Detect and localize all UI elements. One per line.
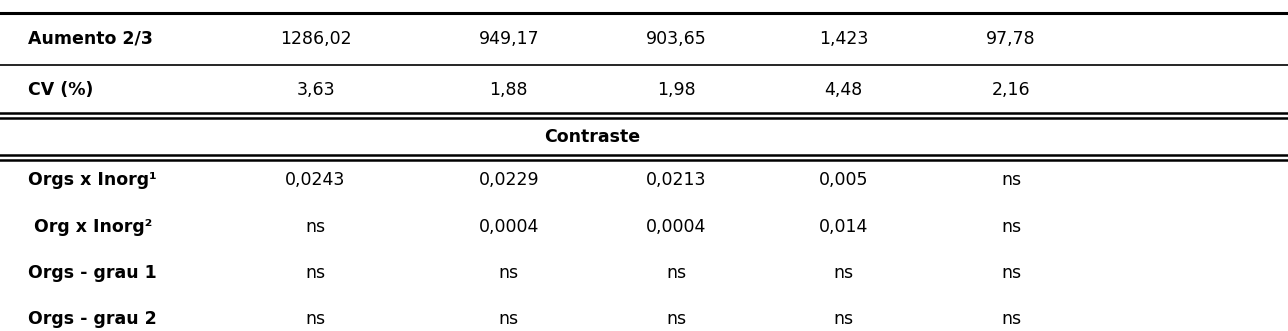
Text: ns: ns [1001, 218, 1021, 236]
Text: 0,0004: 0,0004 [647, 218, 706, 236]
Text: 0,0213: 0,0213 [647, 171, 706, 189]
Text: Orgs x Inorg¹: Orgs x Inorg¹ [28, 171, 157, 189]
Text: ns: ns [666, 310, 687, 328]
Text: ns: ns [305, 264, 326, 282]
Text: ns: ns [498, 310, 519, 328]
Text: 0,014: 0,014 [819, 218, 868, 236]
Text: 0,0243: 0,0243 [286, 171, 345, 189]
Text: Aumento 2/3: Aumento 2/3 [28, 30, 153, 48]
Text: ns: ns [1001, 264, 1021, 282]
Text: ns: ns [666, 264, 687, 282]
Text: Orgs - grau 1: Orgs - grau 1 [28, 264, 157, 282]
Text: Org x Inorg²: Org x Inorg² [28, 218, 153, 236]
Text: ns: ns [305, 310, 326, 328]
Text: 3,63: 3,63 [296, 81, 335, 99]
Text: ns: ns [305, 218, 326, 236]
Text: 1,98: 1,98 [657, 81, 696, 99]
Text: ns: ns [833, 310, 854, 328]
Text: ns: ns [833, 264, 854, 282]
Text: 903,65: 903,65 [645, 30, 707, 48]
Text: 1,423: 1,423 [819, 30, 868, 48]
Text: CV (%): CV (%) [28, 81, 94, 99]
Text: ns: ns [1001, 310, 1021, 328]
Text: Contraste: Contraste [545, 127, 640, 146]
Text: Orgs - grau 2: Orgs - grau 2 [28, 310, 157, 328]
Text: 1286,02: 1286,02 [279, 30, 352, 48]
Text: 949,17: 949,17 [478, 30, 540, 48]
Text: 1,88: 1,88 [489, 81, 528, 99]
Text: 97,78: 97,78 [987, 30, 1036, 48]
Text: ns: ns [498, 264, 519, 282]
Text: 4,48: 4,48 [824, 81, 863, 99]
Text: 2,16: 2,16 [992, 81, 1030, 99]
Text: ns: ns [1001, 171, 1021, 189]
Text: 0,0004: 0,0004 [479, 218, 538, 236]
Text: 0,005: 0,005 [819, 171, 868, 189]
Text: 0,0229: 0,0229 [478, 171, 540, 189]
